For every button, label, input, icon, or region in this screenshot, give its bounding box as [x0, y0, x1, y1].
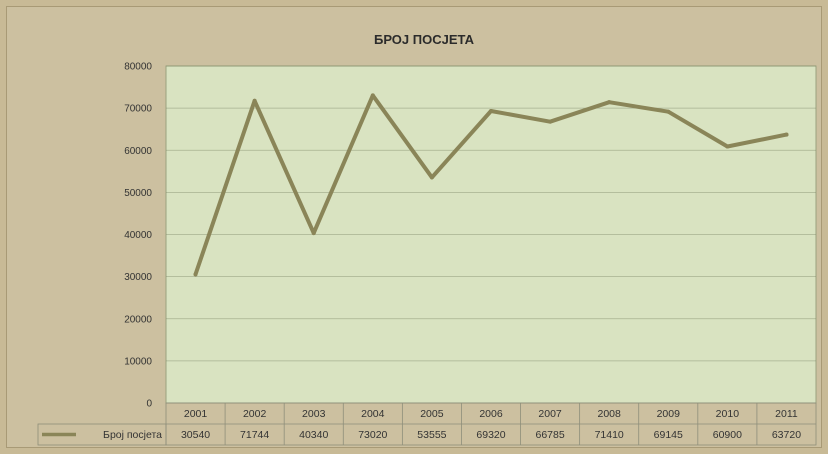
data-point [784, 132, 789, 137]
x-category-label: 2006 [479, 408, 503, 420]
x-category-label: 2002 [243, 408, 267, 420]
y-tick-label: 50000 [124, 188, 152, 199]
x-category-label: 2001 [184, 408, 208, 420]
legend-cell-border [37, 423, 167, 446]
chart-title: БРОЈ ПОСЈЕТА [374, 32, 475, 47]
data-point [607, 100, 612, 105]
x-category-label: 2008 [598, 408, 622, 420]
data-point [548, 119, 553, 124]
data-value-label: 71744 [240, 429, 269, 441]
data-value-label: 60900 [713, 429, 742, 441]
data-point [725, 144, 730, 149]
y-tick-label: 30000 [124, 272, 152, 283]
data-value-label: 63720 [772, 429, 801, 441]
data-point [193, 272, 198, 277]
x-category-label: 2010 [716, 408, 740, 420]
data-value-label: 40340 [299, 429, 328, 441]
y-tick-label: 20000 [124, 314, 152, 325]
data-point [370, 93, 375, 98]
x-category-label: 2009 [657, 408, 681, 420]
y-tick-label: 40000 [124, 230, 152, 241]
x-category-label: 2004 [361, 408, 385, 420]
x-category-label: 2007 [538, 408, 562, 420]
y-tick-label: 0 [146, 399, 152, 410]
y-tick-label: 70000 [124, 104, 152, 115]
data-value-label: 53555 [417, 429, 446, 441]
y-tick-label: 60000 [124, 146, 152, 157]
y-tick-label: 10000 [124, 356, 152, 367]
x-category-label: 2003 [302, 408, 326, 420]
data-point [666, 109, 671, 114]
data-point [429, 175, 434, 180]
x-category-label: 2011 [775, 408, 798, 420]
data-point [489, 108, 493, 113]
x-category-label: 2005 [420, 408, 444, 420]
legend-series-name: Број посјета [103, 429, 162, 441]
y-tick-label: 80000 [124, 62, 152, 73]
data-value-label: 71410 [595, 429, 624, 441]
data-value-label: 66785 [535, 429, 564, 441]
data-value-label: 30540 [181, 429, 210, 441]
data-point [311, 231, 316, 236]
data-value-label: 69145 [654, 429, 683, 441]
data-point [252, 98, 257, 103]
data-value-label: 69320 [476, 429, 505, 441]
data-value-label: 73020 [358, 429, 387, 441]
